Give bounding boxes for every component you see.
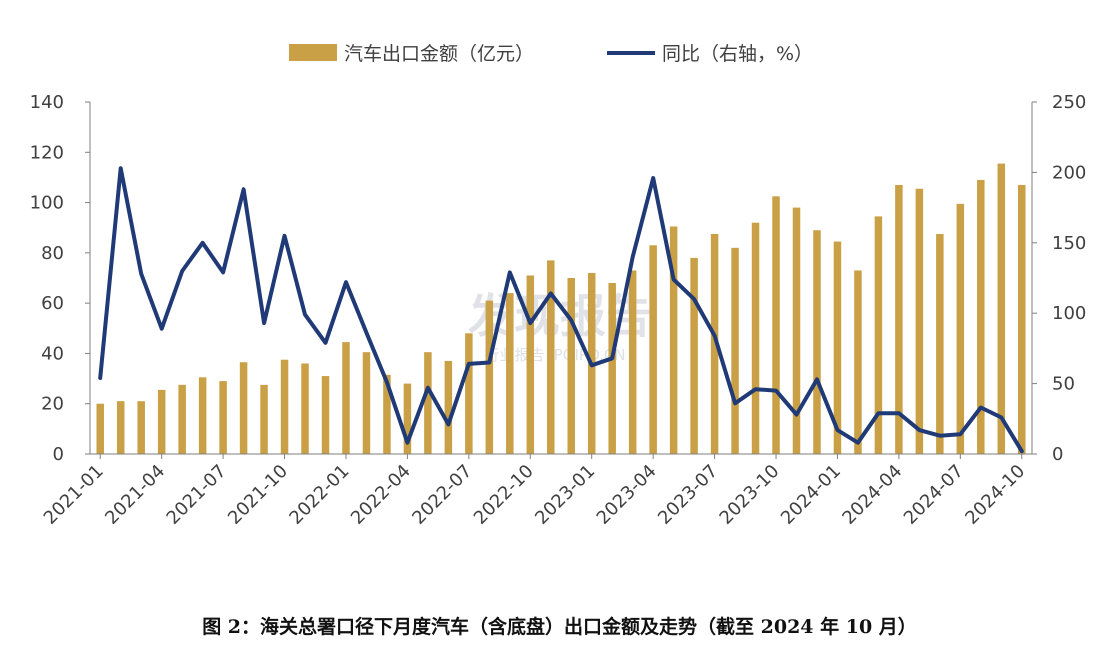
bar-2021-02 [116,401,125,454]
bar-2021-11 [301,363,309,454]
x-tick-label: 2022-10 [470,461,538,529]
bar-2022-10 [526,275,535,454]
bar-2023-07 [710,234,719,454]
bar-2022-01 [342,342,350,454]
bar-2024-02 [854,270,862,454]
legend-label-line: 同比（右轴，%） [662,43,813,65]
bar-2021-08 [239,362,248,454]
bar-2022-07 [465,333,473,454]
legend: 汽车出口金额（亿元） 同比（右轴，%） [289,43,813,65]
x-tick-label: 2023-07 [654,461,722,529]
left-tick-label: 60 [41,293,64,314]
x-tick-label: 2021-01 [40,461,108,529]
bar-series [96,163,1026,455]
bar-2024-05 [915,188,924,454]
x-tick-label: 2023-10 [716,461,784,529]
bar-2022-06 [444,360,453,454]
line-series [98,166,1024,454]
x-tick-label: 2022-07 [408,461,476,529]
bar-2023-10 [772,196,780,455]
figure-caption: 图 2：海关总署口径下月度汽车（含底盘）出口金额及走势（截至 2024 年 10… [202,616,917,638]
right-tick-label: 250 [1052,92,1086,113]
bar-2023-02 [608,283,616,454]
x-tick-label: 2023-04 [593,461,661,529]
bar-2023-09 [751,222,760,454]
bar-2023-12 [813,230,821,454]
x-tick-label: 2024-07 [900,461,968,529]
bar-2024-04 [895,184,903,454]
bar-2022-11 [547,260,555,454]
bar-2021-05 [178,384,186,454]
x-tick-label: 2021-07 [163,461,231,529]
bar-2024-01 [833,241,842,454]
bar-2023-08 [731,247,739,454]
left-tick-label: 40 [41,343,64,364]
bar-2024-03 [874,216,883,454]
left-tick-label: 80 [41,243,64,264]
bar-2022-09 [506,293,514,454]
bar-2021-03 [137,401,145,454]
bar-2023-05 [669,226,678,454]
bar-2023-06 [690,257,698,454]
bar-2023-11 [792,207,801,454]
bar-2024-08 [977,179,985,454]
bar-2021-01 [96,403,104,454]
bar-2021-04 [157,389,166,454]
legend-label-bar: 汽车出口金额（亿元） [344,43,534,65]
bar-2024-07 [956,203,965,454]
left-tick-label: 140 [30,92,64,113]
right-tick-label: 50 [1052,374,1075,395]
bar-2021-10 [280,359,289,454]
bar-2022-08 [485,300,494,454]
x-tick-label: 2024-01 [777,461,845,529]
bar-2021-07 [219,381,227,454]
bar-2023-04 [649,245,657,454]
legend-swatch-bar [289,44,337,61]
bar-2022-03 [383,374,391,454]
yoy-line [98,166,1024,454]
x-tick-label: 2021-04 [101,461,169,529]
left-tick-label: 0 [53,444,64,465]
chart: 发现报告 行业报告 IPOIPO.CN 02040608010012014005… [30,43,1087,529]
bar-2024-06 [936,234,944,454]
right-tick-label: 150 [1052,233,1086,254]
x-tick-label: 2021-10 [224,461,292,529]
bar-2022-12 [567,278,575,454]
bar-2022-02 [362,352,371,454]
bar-2023-03 [628,270,637,454]
left-tick-label: 120 [30,142,64,163]
bar-2024-09 [997,163,1006,454]
bar-2021-12 [321,376,330,454]
bar-2021-09 [260,384,268,454]
right-tick-label: 200 [1052,162,1086,183]
bar-2024-10 [1018,184,1026,454]
right-tick-label: 100 [1052,303,1086,324]
bar-2022-04 [403,383,412,454]
x-tick-label: 2024-10 [961,461,1029,529]
bar-2021-06 [198,377,207,454]
x-tick-label: 2022-04 [347,461,415,529]
bar-2022-05 [424,352,432,454]
x-tick-label: 2024-04 [838,461,906,529]
x-tick-label: 2023-01 [531,461,599,529]
x-tick-label: 2022-01 [285,461,353,529]
left-tick-label: 20 [41,394,64,415]
left-tick-label: 100 [30,193,64,214]
right-tick-label: 0 [1052,444,1063,465]
